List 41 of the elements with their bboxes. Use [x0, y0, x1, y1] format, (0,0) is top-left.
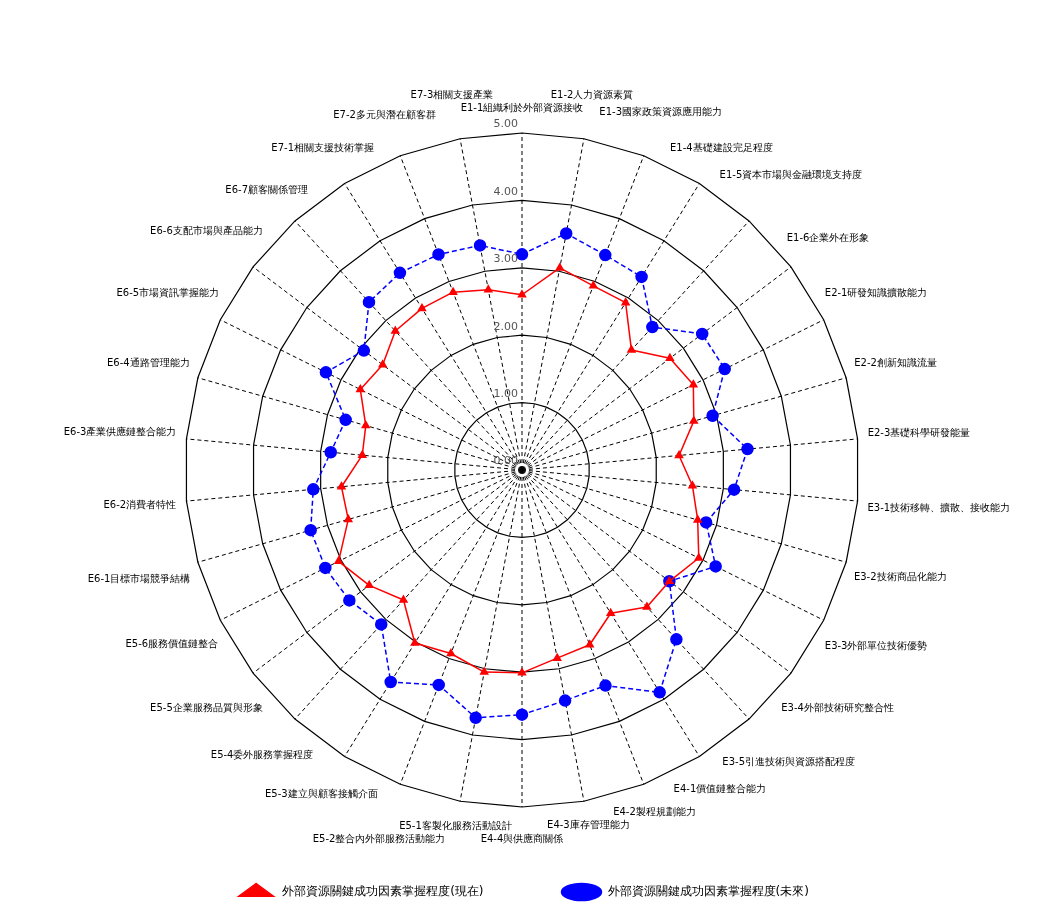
legend-label: 外部資源關鍵成功因素掌握程度(未來): [607, 884, 809, 899]
spoke-label: E5-3建立與顧客接觸介面: [264, 787, 378, 799]
spoke-label: E4-4與供應商關係: [480, 833, 564, 845]
spoke-label: E4-2製程規劃能力: [613, 805, 696, 817]
spoke-label: E1-2人力資源素質: [550, 88, 634, 100]
legend-label: 外部資源關鍵成功因素掌握程度(現在): [282, 884, 484, 899]
spoke-label: E5-6服務價值鏈整合: [125, 637, 219, 649]
spoke-label: E3-4外部技術研究整合性: [781, 701, 894, 713]
y-tick-label: 4.00: [493, 184, 518, 198]
spoke-label: E1-3國家政策資源應用能力: [599, 105, 723, 117]
spoke-label: E6-3產業供應鏈整合能力: [63, 426, 177, 438]
y-tick-label: 2.00: [493, 319, 518, 333]
spoke-label: E6-7顧客關係管理: [225, 183, 308, 195]
spoke-label: E5-2整合內外部服務活動能力: [312, 832, 446, 844]
spoke-label: E1-5資本市場與金融環境支持度: [719, 168, 863, 180]
spoke-label: E1-1組織利於外部資源接收: [460, 102, 584, 114]
spoke-label: E1-6企業外在形象: [786, 232, 870, 244]
spoke-label: E6-1目標市場競爭結構: [87, 572, 191, 584]
spoke-label: E2-1研發知識擴散能力: [824, 287, 928, 299]
spoke-label: E2-2創新知識流量: [854, 357, 937, 369]
spoke-label: E5-5企業服務品質與形象: [150, 701, 263, 713]
spoke-label: E5-4委外服務掌握程度: [210, 748, 314, 760]
spoke-label: E5-1客製化服務活動設計: [399, 819, 512, 831]
y-tick-label: 5.00: [493, 117, 518, 131]
spoke-label: E4-3庫存管理能力: [547, 818, 630, 830]
spoke-label: E3-1技術移轉、擴散、接收能力: [867, 502, 1011, 514]
spoke-label: E4-1價值鏈整合能力: [673, 783, 767, 795]
spoke-label: E6-6支配市場與產品能力: [150, 225, 263, 237]
spoke-label: E2-3基礎科學研發能量: [867, 426, 971, 438]
spoke-label: E6-4通路管理能力: [107, 357, 190, 369]
spoke-label: E7-3相關支援產業: [410, 88, 494, 100]
spoke-label: E7-1相關支援技術掌握: [271, 141, 375, 153]
spoke-label: E6-2消費者特性: [103, 499, 177, 510]
spoke-label: E3-2技術商品化能力: [853, 571, 947, 583]
spoke-label: E3-3外部單位技術優勢: [824, 639, 928, 651]
spoke-label: E6-5市場資訊掌握能力: [116, 287, 220, 299]
spoke-label: E1-4基礎建設完足程度: [669, 141, 773, 153]
spoke-label: E7-2多元與潛在顧客群: [333, 108, 436, 120]
y-tick-label: 1.00: [493, 386, 518, 400]
spoke-label: E3-5引進技術與資源搭配程度: [722, 756, 855, 768]
y-tick-label: 3.00: [493, 252, 518, 266]
